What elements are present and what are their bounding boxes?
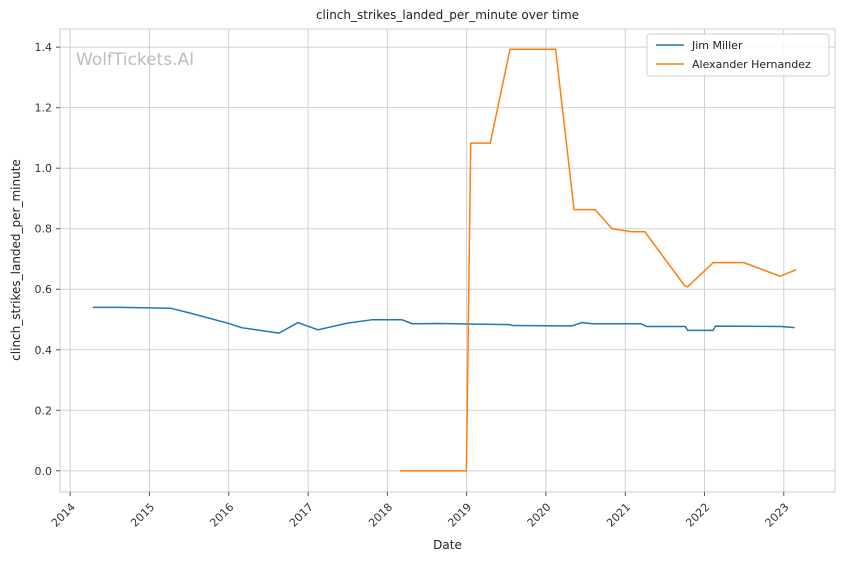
grid [60, 29, 835, 492]
plot-border [59, 28, 836, 493]
x-tick-label-2018: 2018 [366, 501, 395, 530]
x-tick-label-2015: 2015 [128, 501, 157, 530]
y-tick-label-4: 0.8 [35, 223, 53, 236]
y-tick-label-2: 0.4 [35, 344, 53, 357]
x-tick-label-2022: 2022 [683, 501, 712, 530]
legend: Jim Miller Alexander Hernandez [646, 33, 830, 77]
x-tick-label-2020: 2020 [525, 501, 554, 530]
plot-area [59, 28, 836, 493]
x-tick-label-2021: 2021 [604, 501, 633, 530]
legend-label-alexander-hernandez: Alexander Hernandez [692, 58, 811, 71]
series-line-alexander-hernandez [400, 48, 797, 472]
x-tick-label-2014: 2014 [49, 501, 78, 530]
chart-title: clinch_strikes_landed_per_minute over ti… [316, 8, 579, 22]
x-tick-label-2019: 2019 [445, 501, 474, 530]
watermark: WolfTickets.AI [76, 50, 194, 70]
y-tick-label-5: 1.0 [35, 162, 53, 175]
y-tick-label-3: 0.6 [35, 283, 53, 296]
x-tick-label-2023: 2023 [763, 501, 792, 530]
y-axis-label: clinch_strikes_landed_per_minute [9, 159, 23, 361]
x-axis-label: Date [433, 538, 462, 552]
x-axis-ticks: 2014 2015 2016 2017 2018 2019 2020 2021 2022 2023 [49, 492, 792, 530]
y-tick-label-0: 0.0 [35, 465, 53, 478]
y-tick-label-1: 0.2 [35, 404, 53, 417]
x-tick-label-2017: 2017 [287, 501, 316, 530]
x-tick-label-2016: 2016 [207, 501, 236, 530]
y-tick-label-6: 1.2 [35, 102, 53, 115]
y-axis-ticks: 0.0 0.2 0.4 0.6 0.8 1.0 1.2 1.4 [35, 41, 60, 478]
legend-box [646, 33, 830, 77]
y-tick-label-7: 1.4 [35, 41, 53, 54]
series-group [92, 48, 797, 472]
legend-label-jim-miller: Jim Miller [691, 39, 743, 52]
